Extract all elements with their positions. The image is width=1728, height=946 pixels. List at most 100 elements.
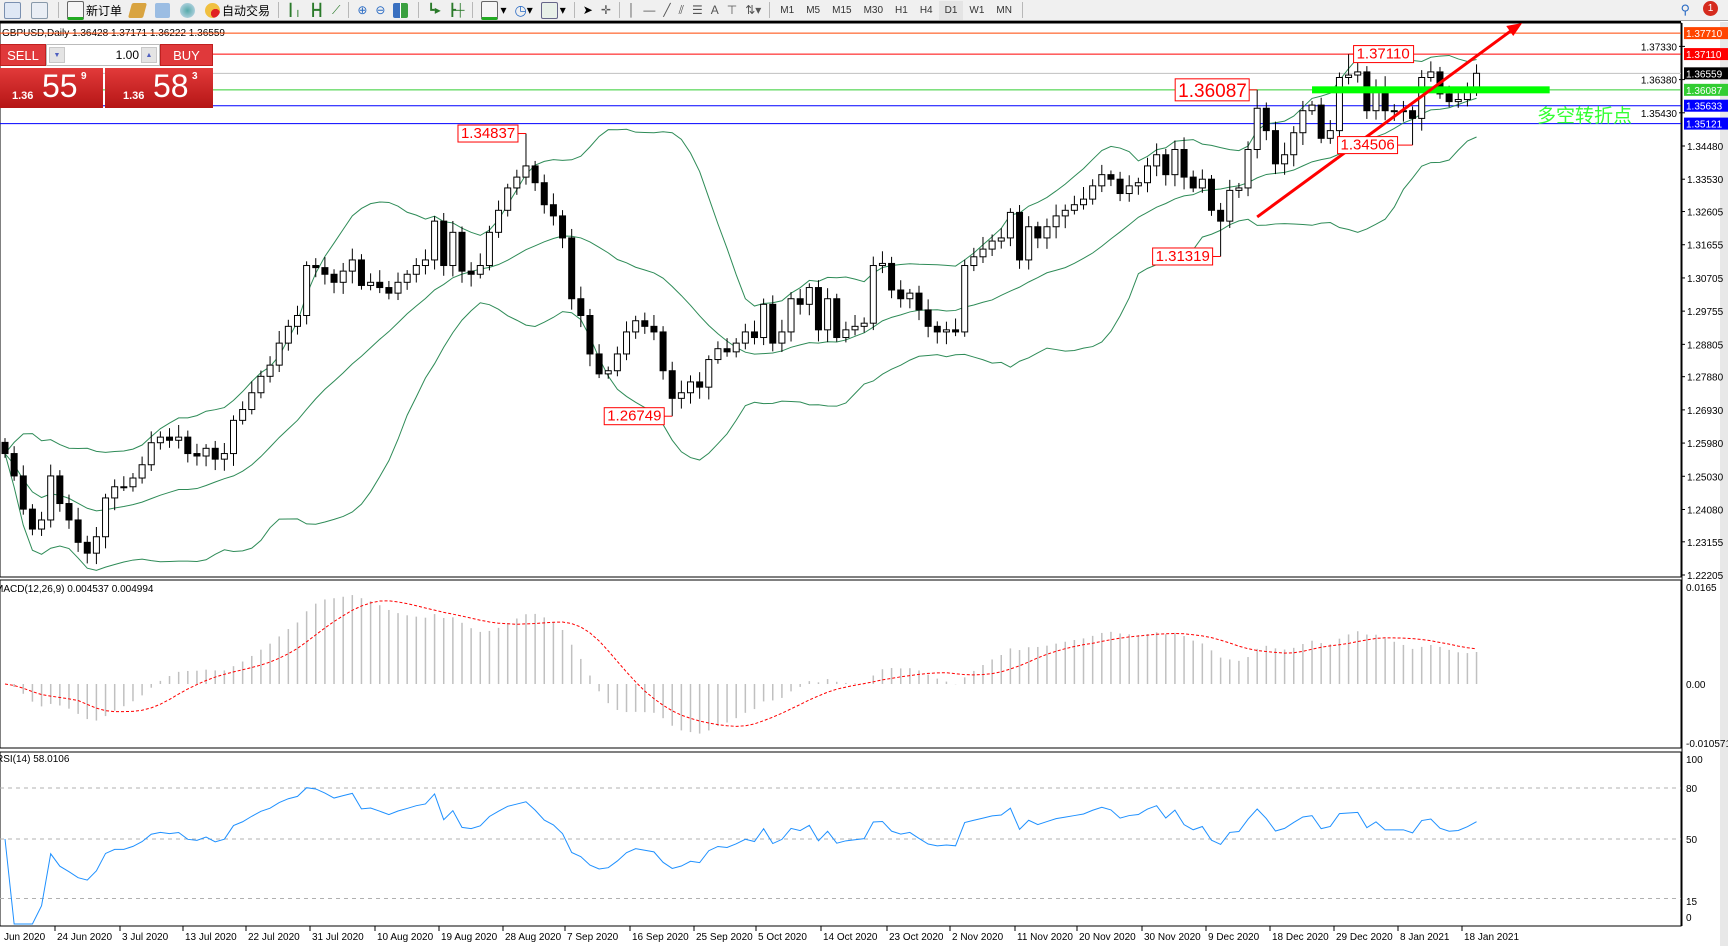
- auto-trading-button[interactable]: 自动交易: [201, 1, 274, 20]
- equidistant-channel-button[interactable]: ⫽: [678, 2, 684, 17]
- candle: [166, 428, 174, 448]
- price-line-label: 1.36559: [1686, 69, 1723, 80]
- candle-body-bull: [1235, 187, 1243, 191]
- divider: [278, 2, 280, 18]
- timeframe-d1[interactable]: D1: [938, 0, 964, 20]
- candle-body-bull: [997, 237, 1005, 242]
- candle-body-bear: [1189, 176, 1197, 189]
- candle-body-bear: [531, 165, 539, 184]
- timeframe-h1[interactable]: H1: [895, 4, 908, 16]
- rsi-tick-label: 50: [1686, 835, 1698, 846]
- tile-windows-button[interactable]: [389, 1, 414, 20]
- candle: [330, 269, 338, 294]
- timeframe-mn[interactable]: MN: [996, 4, 1012, 16]
- price-tick-label: 1.24080: [1687, 505, 1724, 516]
- bollinger-upper: [4, 47, 1477, 454]
- candle: [220, 443, 228, 471]
- rsi-line: [4, 787, 1477, 925]
- candle: [577, 286, 585, 328]
- search-icon[interactable]: ⚲: [1680, 2, 1690, 17]
- timeframe-w1[interactable]: W1: [969, 4, 985, 16]
- market-watch-button[interactable]: [27, 1, 54, 20]
- periods-button[interactable]: ◷ ▾: [514, 1, 533, 18]
- candle-body-bull: [1171, 148, 1179, 176]
- text-button[interactable]: A: [710, 3, 719, 17]
- price-line-label: 1.37710: [1686, 29, 1723, 40]
- crosshair-button[interactable]: ✛: [597, 1, 615, 20]
- candle: [275, 330, 283, 373]
- candle-body-bear: [696, 381, 704, 388]
- candle: [869, 256, 877, 331]
- crosshair-icon: ✛: [600, 3, 611, 17]
- price-label-bg: [1684, 117, 1728, 130]
- candle-body-bull: [147, 442, 155, 466]
- chart-window-button[interactable]: [0, 1, 27, 20]
- candle-body-bull: [138, 464, 146, 479]
- candle: [1052, 204, 1060, 239]
- lot-size-input[interactable]: [65, 46, 139, 64]
- candle: [668, 361, 676, 417]
- notification-badge[interactable]: 1: [1703, 1, 1718, 16]
- candle: [1198, 169, 1206, 193]
- candle-body-bull: [239, 409, 247, 421]
- templates-button[interactable]: ▾: [537, 1, 570, 20]
- rsi-tick-label: 100: [1686, 755, 1703, 766]
- candle: [230, 415, 237, 466]
- candle-body-bear: [814, 287, 822, 331]
- candle: [970, 247, 978, 272]
- candlestick-button[interactable]: ┣┫: [309, 3, 324, 17]
- timeframe-h4[interactable]: H4: [919, 4, 933, 16]
- candle: [796, 288, 804, 315]
- arrows-button[interactable]: ⇅▾: [745, 3, 762, 17]
- terminal-button[interactable]: [151, 1, 176, 20]
- candle: [1244, 141, 1252, 197]
- vertical-line-button[interactable]: │: [627, 3, 636, 17]
- timeframe-m15[interactable]: M15: [832, 4, 852, 16]
- candle-body-bear: [933, 325, 941, 333]
- sell-price-box[interactable]: 1.36 55 9: [0, 68, 103, 108]
- cursor-button[interactable]: ➤: [579, 1, 597, 20]
- price-tick-label: 1.37330: [1641, 42, 1678, 53]
- candle-body-bull: [1025, 226, 1033, 261]
- bar-chart-button[interactable]: ┃╷: [287, 3, 302, 17]
- text-label-button[interactable]: ⊤: [726, 3, 738, 17]
- candle-body-bull: [878, 262, 886, 267]
- annotation-label: 1.31319: [1156, 248, 1210, 265]
- candle-body-bull: [1253, 107, 1261, 150]
- buy-button[interactable]: BUY: [160, 44, 213, 66]
- candle-body-bear: [595, 353, 603, 375]
- date-tick-label: 10 Aug 2020: [377, 932, 434, 943]
- zoom-out-button[interactable]: ⊖: [371, 1, 389, 20]
- date-tick-label: 20 Nov 2020: [1079, 932, 1136, 943]
- price-line-label: 1.35633: [1686, 102, 1723, 113]
- zoom-out-icon: ⊖: [375, 3, 386, 17]
- chart-shift-button[interactable]: ┣┼: [448, 3, 465, 17]
- metaeditor-button[interactable]: [126, 1, 151, 20]
- candle-body-bull: [1144, 165, 1151, 184]
- candle: [1061, 204, 1069, 229]
- indicators-button[interactable]: ▾: [477, 0, 510, 20]
- line-chart-button[interactable]: ⟋: [331, 2, 341, 17]
- timeframe-m5[interactable]: M5: [806, 4, 821, 16]
- sell-button[interactable]: SELL: [0, 44, 46, 66]
- candle: [129, 473, 137, 492]
- candle-body-bear: [1180, 148, 1188, 178]
- horizontal-line-button[interactable]: —: [643, 3, 656, 17]
- trendline-button[interactable]: ╱: [663, 3, 671, 17]
- candle: [1116, 171, 1124, 202]
- auto-scroll-button[interactable]: ┗▸: [427, 3, 441, 17]
- rsi-tick-label: 15: [1686, 897, 1698, 908]
- candle-body-bear: [723, 348, 731, 353]
- buy-price-box[interactable]: 1.36 58 3: [105, 68, 213, 108]
- lot-decrease-button[interactable]: ▼: [49, 47, 65, 63]
- lot-increase-button[interactable]: ▲: [141, 47, 157, 63]
- candle-body-bull: [1006, 211, 1014, 239]
- timeframe-m30[interactable]: M30: [863, 4, 884, 16]
- candle: [1171, 140, 1179, 187]
- new-order-button[interactable]: 新订单: [63, 0, 126, 20]
- zoom-in-button[interactable]: ⊕: [353, 1, 371, 20]
- signals-button[interactable]: [176, 1, 201, 20]
- timeframe-m1[interactable]: M1: [780, 4, 795, 16]
- fibonacci-button[interactable]: ☰: [691, 3, 703, 17]
